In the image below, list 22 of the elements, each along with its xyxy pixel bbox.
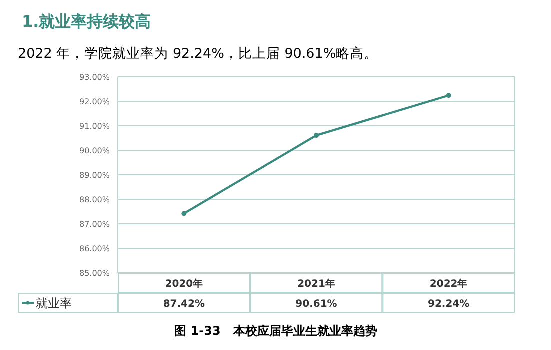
point bbox=[446, 93, 452, 98]
y-tick-label: 86.00% bbox=[79, 244, 110, 254]
data-label: 87.42% bbox=[163, 299, 205, 310]
point bbox=[314, 133, 319, 138]
chart-title: 1.就业率持续较高 bbox=[22, 12, 152, 31]
x-tick-label: 2021年 bbox=[298, 278, 336, 290]
y-tick-label: 93.00% bbox=[79, 73, 110, 82]
point bbox=[182, 211, 187, 216]
legend-label: 就业率 bbox=[36, 296, 72, 310]
data-label: 92.24% bbox=[428, 299, 470, 310]
y-tick-label: 90.00% bbox=[79, 146, 110, 156]
caption: 图 1-33 本校应届毕业生就业率趋势 bbox=[174, 324, 378, 338]
y-tick-label: 85.00% bbox=[79, 269, 110, 278]
x-tick-label: 2020年 bbox=[165, 278, 204, 290]
chart-subtitle: 2022 年，学院就业率为 92.24%，比上届 90.61%略高。 bbox=[18, 46, 378, 62]
y-tick-label: 92.00% bbox=[79, 98, 110, 106]
y-tick-label: 91.00% bbox=[79, 122, 110, 131]
data-label: 90.61% bbox=[296, 299, 338, 310]
y-tick-label: 88.00% bbox=[79, 196, 110, 204]
x-tick-label: 2022年 bbox=[430, 278, 468, 290]
y-tick-label: 87.00% bbox=[79, 220, 110, 229]
y-tick-label: 89.00% bbox=[79, 171, 110, 180]
